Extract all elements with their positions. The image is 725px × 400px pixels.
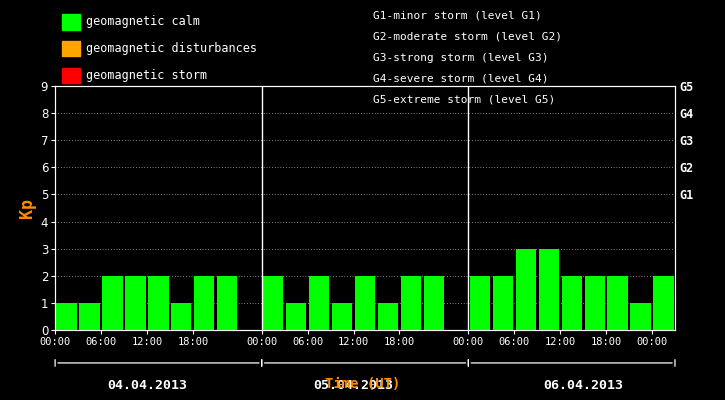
Bar (171, 303, 191, 330)
Bar (332, 303, 352, 330)
Bar (263, 276, 283, 330)
Bar (653, 276, 674, 330)
Text: Time (UT): Time (UT) (325, 377, 400, 391)
Bar (539, 249, 559, 330)
Bar (493, 276, 513, 330)
Y-axis label: Kp: Kp (19, 198, 36, 218)
Bar (584, 276, 605, 330)
Bar (194, 276, 215, 330)
Bar (125, 276, 146, 330)
Bar (102, 276, 123, 330)
Text: geomagnetic calm: geomagnetic calm (86, 16, 199, 28)
Text: G1-minor storm (level G1): G1-minor storm (level G1) (373, 11, 542, 21)
Bar (218, 276, 237, 330)
Bar (631, 303, 650, 330)
Text: G4-severe storm (level G4): G4-severe storm (level G4) (373, 74, 549, 84)
Text: G2-moderate storm (level G2): G2-moderate storm (level G2) (373, 32, 563, 42)
Text: G5-extreme storm (level G5): G5-extreme storm (level G5) (373, 94, 555, 104)
Bar (562, 276, 581, 330)
Bar (80, 303, 99, 330)
Text: 04.04.2013: 04.04.2013 (107, 379, 187, 392)
Bar (470, 276, 490, 330)
Bar (401, 276, 421, 330)
Bar (57, 303, 77, 330)
Bar (378, 303, 398, 330)
Bar (608, 276, 628, 330)
Bar (355, 276, 375, 330)
Bar (309, 276, 329, 330)
Text: 06.04.2013: 06.04.2013 (543, 379, 624, 392)
Text: 05.04.2013: 05.04.2013 (313, 379, 394, 392)
Bar (424, 276, 444, 330)
Text: geomagnetic disturbances: geomagnetic disturbances (86, 42, 257, 55)
Bar (515, 249, 536, 330)
Bar (149, 276, 168, 330)
Text: geomagnetic storm: geomagnetic storm (86, 69, 207, 82)
Text: G3-strong storm (level G3): G3-strong storm (level G3) (373, 53, 549, 63)
Bar (286, 303, 306, 330)
